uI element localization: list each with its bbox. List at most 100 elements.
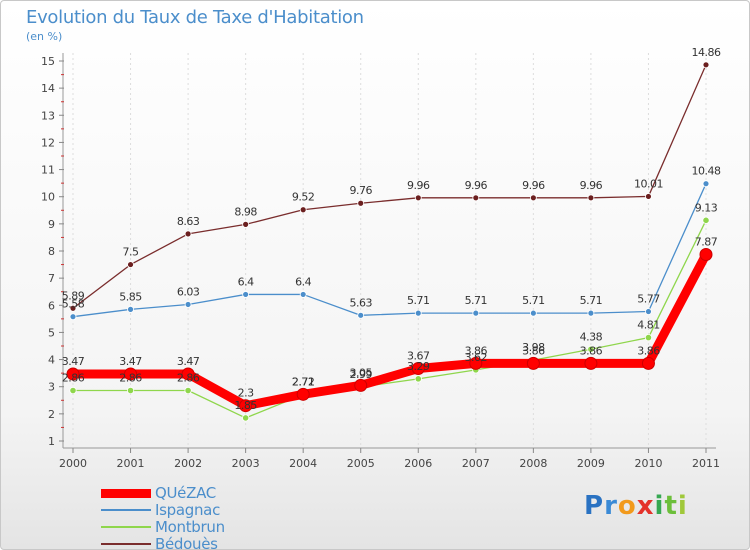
data-point-ispagnac bbox=[184, 301, 192, 308]
y-tick-label: 5 bbox=[48, 326, 55, 339]
data-label-ispagnac: 5.77 bbox=[637, 293, 660, 306]
series-line-montbrun bbox=[72, 219, 707, 419]
data-point-quezac bbox=[66, 367, 80, 381]
legend-label-montbrun: Montbrun bbox=[155, 518, 225, 536]
data-label-montbrun: 3.62 bbox=[465, 351, 488, 364]
x-tick-label: 2008 bbox=[519, 457, 547, 470]
data-label-montbrun: 1.85 bbox=[234, 399, 257, 412]
series-layer bbox=[66, 61, 713, 422]
data-point-montbrun bbox=[184, 386, 192, 395]
y-tick-label: 3 bbox=[48, 381, 55, 394]
data-label-bedoues: 9.96 bbox=[407, 179, 430, 192]
data-label-bedoues: 9.96 bbox=[465, 179, 488, 192]
y-tick-label: 2 bbox=[48, 408, 55, 421]
data-label-ispagnac: 6.4 bbox=[295, 275, 311, 288]
data-label-ispagnac: 5.85 bbox=[119, 290, 142, 303]
data-label-quezac: 3.86 bbox=[580, 344, 603, 357]
x-tick-label: 2003 bbox=[232, 457, 260, 470]
data-label-montbrun: 3.29 bbox=[407, 360, 430, 373]
data-point-bedoues bbox=[69, 304, 77, 312]
data-label-quezac: 3.86 bbox=[465, 344, 488, 357]
data-point-ispagnac bbox=[242, 291, 250, 298]
data-label-quezac: 7.87 bbox=[695, 236, 718, 249]
data-label-ispagnac: 5.71 bbox=[407, 294, 430, 307]
y-tick-label: 13 bbox=[41, 109, 55, 122]
data-point-ispagnac bbox=[529, 309, 537, 317]
data-point-bedoues bbox=[645, 193, 652, 200]
data-point-ispagnac bbox=[702, 180, 710, 188]
data-point-montbrun bbox=[587, 345, 595, 353]
y-tick-label: 15 bbox=[41, 55, 55, 68]
data-point-ispagnac bbox=[299, 291, 307, 298]
data-label-quezac: 2.3 bbox=[238, 387, 254, 400]
data-label-ispagnac: 5.71 bbox=[522, 294, 545, 307]
data-point-bedoues bbox=[702, 61, 710, 69]
data-label-montbrun: 2.86 bbox=[119, 372, 142, 385]
series-line-bedoues bbox=[72, 64, 707, 309]
data-point-bedoues bbox=[127, 261, 134, 268]
data-label-bedoues: 5.89 bbox=[62, 289, 85, 302]
legend-swatch-quezac bbox=[101, 489, 151, 498]
grid bbox=[72, 53, 707, 448]
data-label-montbrun: 2.71 bbox=[292, 376, 315, 389]
y-tick-label: 4 bbox=[48, 354, 55, 367]
data-label-bedoues: 9.76 bbox=[349, 184, 372, 197]
data-label-ispagnac: 5.58 bbox=[62, 298, 85, 311]
data-point-bedoues bbox=[299, 206, 307, 214]
data-label-bedoues: 9.52 bbox=[292, 191, 315, 204]
y-tick-label: 9 bbox=[48, 218, 55, 231]
data-label-bedoues: 8.63 bbox=[177, 215, 200, 228]
data-point-quezac bbox=[411, 362, 425, 376]
data-point-quezac bbox=[526, 356, 540, 370]
data-point-quezac bbox=[584, 356, 598, 370]
data-label-montbrun: 2.86 bbox=[177, 372, 200, 385]
data-label-quezac: 3.86 bbox=[522, 344, 545, 357]
data-point-bedoues bbox=[587, 194, 595, 202]
legend-label-ispagnac: Ispagnac bbox=[155, 501, 221, 519]
data-label-montbrun: 4.38 bbox=[580, 330, 603, 343]
legend-swatch-montbrun bbox=[101, 526, 151, 528]
data-point-montbrun bbox=[644, 333, 653, 342]
data-label-bedoues: 9.96 bbox=[580, 179, 603, 192]
data-point-quezac bbox=[641, 356, 655, 370]
data-point-bedoues bbox=[414, 194, 422, 202]
data-point-quezac bbox=[469, 356, 483, 370]
data-label-ispagnac: 6.03 bbox=[177, 285, 200, 298]
data-label-ispagnac: 5.71 bbox=[580, 294, 603, 307]
data-labels-layer: 5.89 7.5 8.63 8.98 9.52 9.76 9.96 9.96 9.96 9.96 1… bbox=[62, 46, 722, 412]
x-tick-label: 2005 bbox=[347, 457, 375, 470]
data-point-ispagnac bbox=[357, 311, 365, 319]
legend-swatch-bedoues bbox=[101, 543, 151, 545]
data-point-montbrun bbox=[69, 386, 77, 395]
x-tick-label: 2010 bbox=[634, 457, 662, 470]
x-tick-label: 2009 bbox=[577, 457, 605, 470]
x-tick-label: 2011 bbox=[692, 457, 720, 470]
data-label-bedoues: 8.98 bbox=[234, 205, 257, 218]
data-label-bedoues: 14.86 bbox=[692, 46, 721, 59]
data-point-ispagnac bbox=[645, 308, 652, 315]
data-point-montbrun bbox=[242, 414, 250, 422]
data-label-bedoues: 10.01 bbox=[634, 177, 663, 190]
data-point-quezac bbox=[181, 367, 195, 381]
x-tick-label: 2006 bbox=[404, 457, 432, 470]
data-label-montbrun: 9.13 bbox=[695, 201, 718, 214]
data-point-ispagnac bbox=[127, 305, 134, 313]
data-label-quezac: 3.47 bbox=[62, 355, 85, 368]
x-tick-label: 2007 bbox=[462, 457, 490, 470]
data-label-quezac: 3.86 bbox=[637, 344, 660, 357]
series-line-quezac bbox=[68, 250, 711, 411]
data-label-bedoues: 7.5 bbox=[123, 246, 139, 259]
data-label-quezac: 3.05 bbox=[349, 366, 372, 379]
data-point-bedoues bbox=[472, 194, 480, 202]
data-label-quezac: 3.67 bbox=[407, 350, 430, 363]
y-tick-label: 12 bbox=[41, 136, 55, 149]
legend-swatch-ispagnac bbox=[101, 509, 151, 511]
data-point-montbrun bbox=[414, 375, 422, 383]
data-label-montbrun: 2.99 bbox=[349, 368, 372, 381]
data-point-ispagnac bbox=[414, 309, 422, 317]
x-tick-label: 2002 bbox=[174, 457, 202, 470]
y-axis-unit-label: (en %) bbox=[26, 30, 63, 43]
data-point-quezac bbox=[239, 399, 253, 413]
